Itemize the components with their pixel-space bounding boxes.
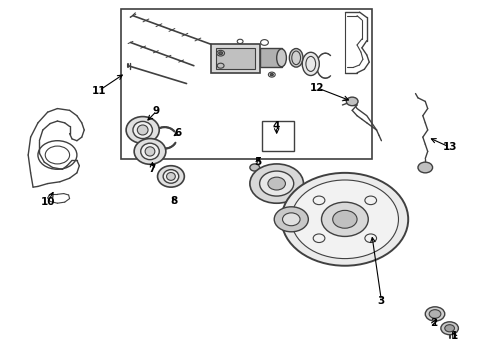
Ellipse shape [126,117,159,143]
Circle shape [445,325,455,332]
Circle shape [441,322,459,335]
Circle shape [425,307,445,321]
Text: 13: 13 [442,142,457,152]
Circle shape [283,213,300,226]
Circle shape [429,310,441,318]
Ellipse shape [141,143,159,159]
Circle shape [418,162,433,173]
Text: 2: 2 [430,318,438,328]
Text: 6: 6 [174,128,182,138]
Text: 3: 3 [378,296,385,306]
Circle shape [346,97,358,106]
Circle shape [282,173,408,266]
Circle shape [260,171,294,196]
Text: 7: 7 [149,163,156,174]
Bar [262,121,294,152]
Text: 5: 5 [254,157,262,167]
Ellipse shape [167,172,175,180]
Circle shape [333,210,357,228]
Ellipse shape [289,49,303,67]
Text: 10: 10 [40,197,55,207]
Circle shape [219,52,222,55]
Circle shape [250,164,303,203]
Text: 1: 1 [451,331,458,341]
Circle shape [291,180,398,258]
Ellipse shape [302,52,319,76]
Circle shape [268,177,286,190]
Text: 8: 8 [171,197,178,206]
Bar [260,48,282,67]
Text: 9: 9 [153,107,160,116]
Ellipse shape [163,170,179,183]
Bar [121,9,372,158]
Ellipse shape [145,147,155,156]
Text: 11: 11 [92,86,106,96]
Bar [216,48,255,69]
Ellipse shape [158,166,184,187]
Ellipse shape [134,139,166,164]
Circle shape [250,164,260,171]
Bar [211,44,260,73]
Text: 4: 4 [273,121,280,131]
Circle shape [321,202,368,237]
Ellipse shape [133,121,152,139]
Ellipse shape [277,49,287,67]
Ellipse shape [137,125,148,135]
Text: 12: 12 [310,83,324,93]
Circle shape [274,207,308,232]
Circle shape [270,73,273,76]
